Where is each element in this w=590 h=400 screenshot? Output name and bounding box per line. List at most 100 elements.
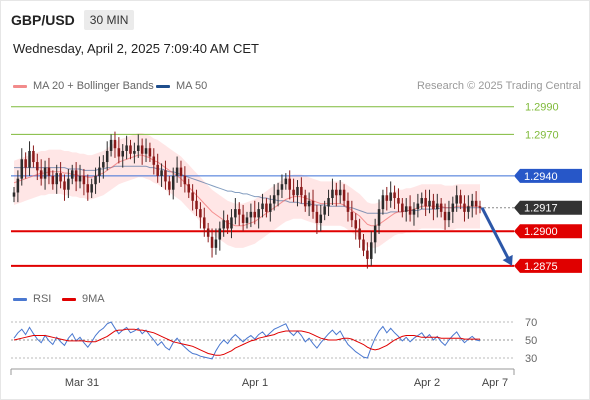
candle — [257, 202, 260, 229]
candle — [346, 192, 350, 222]
candle-body — [179, 167, 183, 176]
candle — [90, 178, 93, 199]
candle-body — [43, 167, 47, 179]
candle — [455, 185, 458, 212]
candle — [59, 162, 62, 189]
candle-body — [94, 175, 97, 185]
candle — [133, 142, 136, 164]
x-tick-label: Apr 2 — [414, 377, 440, 389]
candle-body — [451, 203, 455, 212]
candle-body — [300, 186, 303, 196]
level-label-1.2900: 1.2900 — [514, 224, 582, 239]
candle — [164, 160, 167, 190]
candle — [226, 214, 229, 235]
candle — [125, 135, 128, 160]
candle-body — [109, 139, 113, 151]
candle — [117, 137, 121, 164]
candle-body — [416, 203, 420, 210]
candle — [105, 141, 109, 171]
candle-body — [241, 214, 245, 223]
candle — [269, 195, 272, 222]
candle-body — [24, 159, 27, 168]
rsi-tick-50: 50 — [525, 335, 537, 347]
candle — [245, 211, 249, 229]
candle — [389, 181, 392, 208]
candle — [370, 231, 373, 266]
candle — [335, 182, 338, 207]
candle — [214, 228, 218, 255]
candle-body — [315, 211, 319, 223]
level-label-1.2940: 1.2940 — [514, 168, 582, 183]
candle-body — [377, 209, 381, 226]
candle-body — [125, 145, 128, 151]
candle — [109, 134, 113, 157]
candle-body — [257, 209, 260, 218]
candle — [179, 160, 183, 187]
chart-header: GBP/USD 30 MIN — [11, 10, 135, 30]
candle-body — [137, 145, 140, 151]
candle-body — [280, 184, 284, 190]
candle — [241, 204, 245, 232]
level-label-1.2970: 1.2970 — [525, 129, 559, 141]
candle — [230, 209, 233, 239]
candle-body — [55, 173, 58, 185]
candle-body — [32, 150, 35, 163]
legend-ma50: MA 50 — [156, 80, 207, 92]
candle — [203, 207, 206, 237]
candle — [276, 182, 280, 207]
candle-body — [424, 198, 427, 207]
candle-body — [311, 200, 315, 212]
candle — [315, 204, 319, 235]
candle-body — [463, 203, 466, 212]
candle-body — [210, 236, 214, 248]
candle — [152, 148, 156, 175]
candle — [447, 200, 451, 228]
candle — [70, 164, 74, 185]
candle — [98, 156, 101, 183]
candle-body — [249, 211, 253, 218]
level-text: 1.2917 — [524, 203, 558, 215]
candle-body — [175, 167, 179, 176]
candle-body — [253, 211, 257, 218]
candle-body — [28, 150, 31, 168]
candle-body — [389, 192, 392, 201]
candle — [354, 213, 357, 240]
candle-body — [323, 206, 326, 215]
candle-body — [436, 203, 439, 210]
candle-body — [385, 195, 389, 201]
candle — [237, 202, 241, 226]
candle — [39, 159, 43, 186]
candle-body — [133, 150, 136, 154]
candle-body — [70, 170, 74, 179]
candle-body — [117, 148, 121, 157]
candle — [86, 174, 90, 201]
candle — [300, 177, 303, 204]
candle-body — [470, 200, 474, 207]
candle — [16, 170, 20, 203]
candle — [67, 168, 70, 199]
candle-body — [206, 228, 210, 237]
candle-body — [78, 175, 82, 182]
candle-body — [90, 184, 93, 193]
candle-body — [366, 250, 369, 259]
candle-body — [230, 217, 233, 229]
candle — [187, 178, 191, 199]
timeframe-badge[interactable]: 30 MIN — [83, 10, 135, 30]
candle — [249, 203, 253, 228]
legend-rsi: RSI — [13, 293, 51, 305]
candle-body — [327, 198, 330, 207]
candle — [175, 156, 179, 183]
candle — [420, 192, 424, 210]
candle-body — [171, 175, 175, 190]
legend-ma20-label: MA 20 + Bollinger Bands — [33, 80, 154, 92]
rsi-swatch — [13, 297, 27, 301]
candle — [428, 189, 431, 214]
x-tick-label: Apr 7 — [482, 377, 508, 389]
candle-body — [152, 156, 156, 165]
candle — [307, 192, 311, 217]
candle-body — [39, 170, 43, 179]
candle — [28, 141, 31, 176]
candle — [459, 189, 462, 210]
candle-body — [269, 203, 272, 212]
